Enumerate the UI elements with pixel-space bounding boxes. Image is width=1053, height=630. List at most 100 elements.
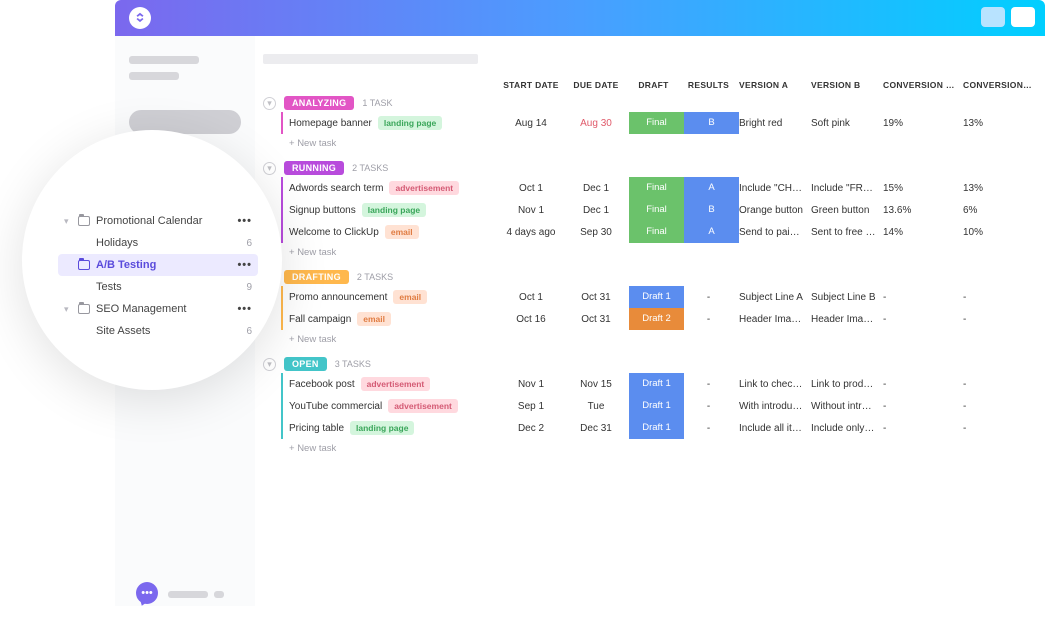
version-b: Header Image 2 <box>811 314 883 325</box>
task-tag[interactable]: advertisement <box>361 377 431 391</box>
conversion-a: - <box>883 379 963 390</box>
sidebar-item-holidays[interactable]: Holidays6 <box>58 232 258 254</box>
start-date: 4 days ago <box>499 227 569 238</box>
start-date: Oct 1 <box>499 183 569 194</box>
due-date: Sep 30 <box>569 227 629 238</box>
chat-button[interactable]: ••• <box>136 582 158 604</box>
task-tag[interactable]: landing page <box>350 421 414 435</box>
sidebar-item-site-assets[interactable]: Site Assets6 <box>58 320 258 342</box>
version-b: Include only most important items <box>811 423 883 434</box>
status-chip[interactable]: OPEN <box>284 357 327 371</box>
group-collapse-icon[interactable]: ▾ <box>263 97 276 110</box>
draft-pill[interactable]: Draft 1 <box>629 417 684 439</box>
conversion-b: - <box>963 379 1039 390</box>
app-logo-icon <box>129 7 151 29</box>
conversion-a: - <box>883 423 963 434</box>
app-header <box>115 0 1045 36</box>
header-action-b[interactable] <box>1011 7 1035 27</box>
task-tag[interactable]: advertisement <box>388 399 458 413</box>
task-tag[interactable]: landing page <box>362 203 426 217</box>
col-draft: DRAFT <box>629 80 684 90</box>
status-chip[interactable]: RUNNING <box>284 161 344 175</box>
task-row[interactable]: Welcome to ClickUp email 4 days agoSep 30F… <box>281 221 1045 243</box>
conversion-a: 13.6% <box>883 205 963 216</box>
start-date: Oct 1 <box>499 292 569 303</box>
task-row[interactable]: Signup buttonslanding pageNov 1Dec 1Fina… <box>281 199 1045 221</box>
task-row[interactable]: Adwords search termadvertisementOct 1Dec… <box>281 177 1045 199</box>
results-pill[interactable]: A <box>684 221 739 243</box>
results-pill[interactable]: A <box>684 177 739 199</box>
draft-pill[interactable]: Draft 1 <box>629 286 684 308</box>
more-icon[interactable]: ••• <box>237 259 252 271</box>
version-a: Orange button <box>739 205 811 216</box>
version-b: Subject Line B <box>811 292 883 303</box>
task-row[interactable]: Promo announcementemailOct 1Oct 31Draft … <box>281 286 1045 308</box>
group-collapse-icon[interactable]: ▾ <box>263 358 276 371</box>
task-title: Welcome to ClickUp <box>289 227 379 238</box>
new-task-button[interactable]: New task <box>281 439 1045 454</box>
task-count: 1 TASK <box>362 98 392 108</box>
draft-pill[interactable]: Final <box>629 199 684 221</box>
task-title: Adwords search term <box>289 183 383 194</box>
folder-icon <box>78 260 90 270</box>
group-collapse-icon[interactable]: ▾ <box>263 162 276 175</box>
version-a: Include all items <box>739 423 811 434</box>
header-action-a[interactable] <box>981 7 1005 27</box>
conversion-a: 15% <box>883 183 963 194</box>
task-tag[interactable]: advertisement <box>389 181 459 195</box>
item-count: 6 <box>246 326 252 337</box>
draft-pill[interactable]: Draft 1 <box>629 395 684 417</box>
task-row[interactable]: Fall campaignemailOct 16Oct 31Draft 2-He… <box>281 308 1045 330</box>
conversion-b: - <box>963 401 1039 412</box>
start-date: Nov 1 <box>499 205 569 216</box>
sidebar-item-promotional-calendar[interactable]: ▾Promotional Calendar••• <box>58 210 258 232</box>
version-a: With introduction <box>739 401 811 412</box>
sidebar-item-seo-management[interactable]: ▾SEO Management••• <box>58 298 258 320</box>
item-count: 9 <box>246 282 252 293</box>
sidebar-placeholder-line <box>129 72 179 80</box>
task-row[interactable]: YouTube commercialadvertisementSep 1TueD… <box>281 395 1045 417</box>
footer-placeholder <box>168 591 224 598</box>
sidebar-item-label: Promotional Calendar <box>96 215 202 227</box>
due-date: Oct 31 <box>569 314 629 325</box>
task-row[interactable]: Pricing tablelanding pageDec 2Dec 31Draf… <box>281 417 1045 439</box>
results-empty: - <box>684 423 739 434</box>
conversion-a: - <box>883 292 963 303</box>
status-chip[interactable]: ANALYZING <box>284 96 354 110</box>
status-chip[interactable]: DRAFTING <box>284 270 349 284</box>
more-icon[interactable]: ••• <box>237 303 252 315</box>
main-list-view: START DATEDUE DATEDRAFTRESULTSVERSION AV… <box>255 36 1053 606</box>
new-task-button[interactable]: New task <box>281 134 1045 149</box>
results-pill[interactable]: B <box>684 199 739 221</box>
version-b: Without introduction <box>811 401 883 412</box>
due-date: Dec 1 <box>569 205 629 216</box>
draft-pill[interactable]: Final <box>629 221 684 243</box>
conversion-a: - <box>883 401 963 412</box>
new-task-button[interactable]: New task <box>281 330 1045 345</box>
results-pill[interactable]: B <box>684 112 739 134</box>
new-task-button[interactable]: New task <box>281 243 1045 258</box>
version-a: Bright red <box>739 118 811 129</box>
task-row[interactable]: Facebook postadvertisementNov 1Nov 15Dra… <box>281 373 1045 395</box>
col-start: START DATE <box>499 80 569 90</box>
results-empty: - <box>684 314 739 325</box>
task-tag[interactable]: email <box>357 312 391 326</box>
sidebar-item-tests[interactable]: Tests9 <box>58 276 258 298</box>
draft-pill[interactable]: Draft 1 <box>629 373 684 395</box>
results-empty: - <box>684 292 739 303</box>
draft-pill[interactable]: Final <box>629 177 684 199</box>
task-tag[interactable]: email <box>393 290 427 304</box>
sidebar-popover: ▾Promotional Calendar•••Holidays6A/B Tes… <box>22 130 282 390</box>
task-title: Fall campaign <box>289 314 351 325</box>
sidebar-item-label: SEO Management <box>96 303 187 315</box>
sidebar-item-label: Holidays <box>96 237 138 249</box>
task-tag[interactable]: email <box>385 225 419 239</box>
draft-pill[interactable]: Draft 2 <box>629 308 684 330</box>
sidebar-item-a-b-testing[interactable]: A/B Testing ••• <box>58 254 258 276</box>
task-tag[interactable]: landing page <box>378 116 442 130</box>
more-icon[interactable]: ••• <box>237 215 252 227</box>
task-title: YouTube commercial <box>289 401 382 412</box>
task-row[interactable]: Homepage bannerlanding pageAug 14Aug 30F… <box>281 112 1045 134</box>
sidebar-item-label: A/B Testing <box>96 259 156 271</box>
draft-pill[interactable]: Final <box>629 112 684 134</box>
